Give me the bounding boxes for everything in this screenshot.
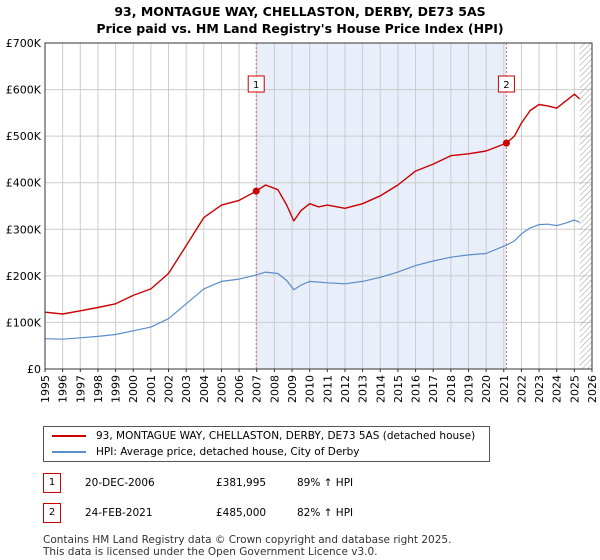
plot-frame [44,42,593,370]
x-tick-label-1996: 1996 [57,375,70,403]
x-tick-label-2006: 2006 [233,375,246,403]
x-tick-label-2011: 2011 [321,375,334,403]
x-tick-label-2013: 2013 [357,375,370,403]
legend-item-property: 93, MONTAGUE WAY, CHELLASTON, DERBY, DE7… [52,428,475,444]
sale-date-2: 24-FEB-2021 [85,507,153,519]
series-line-property [44,93,581,315]
y-tick-label-0: £0 [27,363,41,376]
legend-swatch-property [52,435,86,437]
sale-marker-box-1 [247,75,265,93]
y-tick-label-2: £200K [6,270,42,283]
series-line-hpi [44,219,580,340]
sale-point-2 [502,139,510,147]
y-tick-label-7: £700K [6,37,42,50]
x-tick-label-1997: 1997 [74,375,87,403]
y-tick-label-3: £300K [6,223,42,236]
sale-marker-label-1: 1 [253,80,259,91]
chart-title: 93, MONTAGUE WAY, CHELLASTON, DERBY, DE7… [0,3,600,37]
sale-badge-2: 2 [43,503,61,523]
legend-item-hpi: HPI: Average price, detached house, City… [52,444,359,460]
footer-attribution: Contains HM Land Registry data © Crown c… [43,534,451,558]
x-tick-label-2002: 2002 [163,375,176,403]
sale-price-2: £485,000 [216,507,267,519]
y-tick-label-4: £400K [6,177,42,190]
x-tick-label-2010: 2010 [304,375,317,403]
x-tick-label-2017: 2017 [427,375,440,403]
sale-date-1: 20-DEC-2006 [85,477,155,489]
chart-title-main: 93, MONTAGUE WAY, CHELLASTON, DERBY, DE7… [114,4,486,19]
x-tick-label-2018: 2018 [445,375,458,403]
price-chart: 1 2 £0 £100K £200K £300K £400K £500K £600K £700K… [6,37,599,403]
x-tick-label-2019: 2019 [462,375,475,403]
x-tick-label-2007: 2007 [251,375,264,403]
legend-label-property: 93, MONTAGUE WAY, CHELLASTON, DERBY, DE7… [96,430,476,442]
y-tick-label-1: £100K [6,316,42,329]
sale-marker-box-2 [497,75,515,93]
x-tick-label-2021: 2021 [498,375,511,403]
x-tick-label-2016: 2016 [410,375,423,403]
x-tick-label-2023: 2023 [533,375,546,403]
ownership-period-shade [256,43,507,369]
x-tick-label-2026: 2026 [586,375,599,403]
x-tick-label-1999: 1999 [110,375,123,403]
sale-point-1 [252,187,260,195]
x-tick-label-2024: 2024 [551,375,564,403]
chart-legend: 93, MONTAGUE WAY, CHELLASTON, DERBY, DE7… [43,426,490,462]
x-tick-label-2022: 2022 [515,375,528,403]
y-tick-label-6: £600K [6,84,42,97]
x-tick-label-2008: 2008 [268,375,281,403]
legend-swatch-hpi [52,451,86,453]
sale-price-1: £381,995 [216,477,267,489]
sale-hpi-1: 89% ↑ HPI [297,477,354,489]
x-tick-label-1998: 1998 [92,375,105,403]
x-tick-label-2020: 2020 [480,375,493,403]
legend-label-hpi: HPI: Average price, detached house, City… [96,446,360,458]
y-tick-label-5: £500K [6,130,42,143]
x-tick-label-2025: 2025 [568,375,581,403]
x-tick-label-2004: 2004 [198,375,211,403]
future-hatch-region [579,43,592,369]
x-tick-label-2012: 2012 [339,375,352,403]
x-tick-label-2001: 2001 [145,375,158,403]
x-tick-label-2015: 2015 [392,375,405,403]
footer-line-2: This data is licensed under the Open Gov… [43,546,378,558]
sale-badge-1: 1 [43,473,61,493]
x-tick-label-2003: 2003 [180,375,193,403]
x-tick-label-1995: 1995 [39,375,52,403]
chart-subtitle: Price paid vs. HM Land Registry's House … [96,21,504,36]
x-tick-label-2014: 2014 [374,375,387,403]
sale-marker-label-2: 2 [503,80,509,91]
sale-hpi-2: 82% ↑ HPI [297,507,354,519]
footer-line-1: Contains HM Land Registry data © Crown c… [43,534,452,546]
x-tick-label-2005: 2005 [215,375,228,403]
x-tick-label-2009: 2009 [286,375,299,403]
x-tick-label-2000: 2000 [127,375,140,403]
